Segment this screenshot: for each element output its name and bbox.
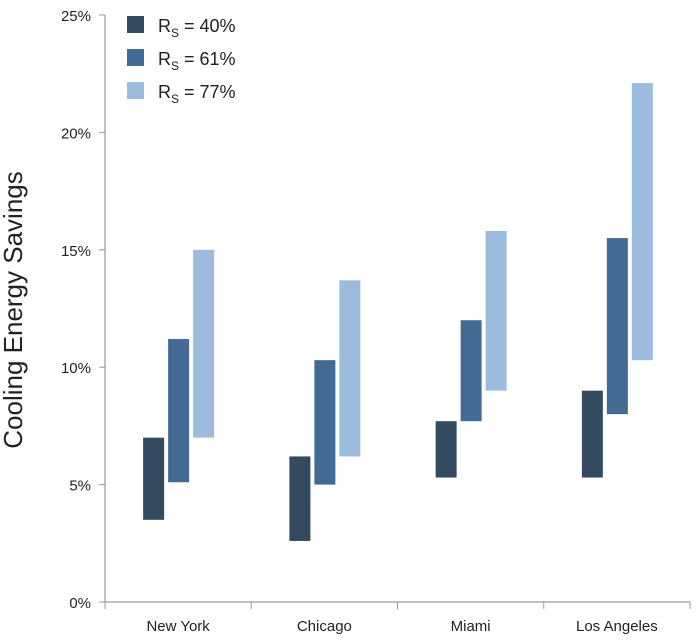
bar-los-angeles-series-0 bbox=[581, 390, 603, 478]
bar-new-york-series-0 bbox=[143, 437, 165, 520]
y-tick-label: 15% bbox=[61, 243, 91, 260]
x-tick-label: Chicago bbox=[297, 618, 352, 635]
y-tick-label: 0% bbox=[69, 595, 91, 612]
legend-label: RS = 61% bbox=[158, 49, 236, 73]
y-tick-label: 5% bbox=[69, 478, 91, 495]
bar-miami-series-0 bbox=[435, 421, 457, 478]
legend-swatch bbox=[127, 49, 144, 66]
bar-los-angeles-series-1 bbox=[606, 238, 628, 415]
legend-swatch bbox=[127, 82, 144, 99]
bar-chicago-series-0 bbox=[289, 456, 311, 541]
x-tick-label: Miami bbox=[451, 618, 491, 635]
bar-los-angeles-series-2 bbox=[631, 83, 653, 361]
legend-swatch bbox=[127, 16, 144, 33]
bar-new-york-series-1 bbox=[168, 339, 190, 483]
y-tick-label: 10% bbox=[61, 360, 91, 377]
legend-label: RS = 40% bbox=[158, 16, 236, 40]
x-tick-label: Los Angeles bbox=[576, 618, 658, 635]
bar-new-york-series-2 bbox=[193, 249, 215, 438]
bar-miami-series-1 bbox=[460, 320, 482, 422]
bar-chicago-series-1 bbox=[314, 360, 336, 485]
y-tick-label: 25% bbox=[61, 8, 91, 25]
bar-miami-series-2 bbox=[485, 231, 507, 391]
bar-chicago-series-2 bbox=[339, 280, 361, 457]
y-tick-label: 20% bbox=[61, 125, 91, 142]
x-tick-label: New York bbox=[146, 618, 210, 635]
legend-label: RS = 77% bbox=[158, 82, 236, 106]
y-axis-label: Cooling Energy Savings bbox=[0, 171, 28, 449]
